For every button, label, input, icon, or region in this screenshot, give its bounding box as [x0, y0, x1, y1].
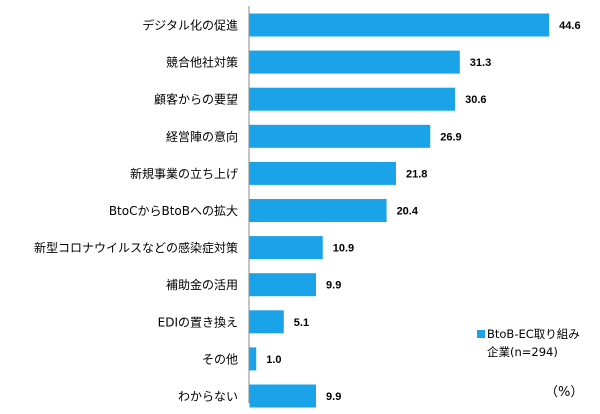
category-label: BtoCからBtoBへの拡大 — [109, 204, 238, 218]
value-label: 44.6 — [559, 20, 580, 32]
category-label: 顧客からの要望 — [154, 92, 238, 107]
bar — [249, 199, 387, 222]
category-label: EDIの置き換え — [158, 315, 238, 329]
bar — [249, 310, 284, 334]
bar — [249, 161, 396, 185]
value-label: 30.6 — [465, 94, 486, 106]
value-label: 5.1 — [294, 317, 309, 329]
value-label: 9.9 — [326, 280, 341, 292]
category-label: わからない — [178, 390, 238, 404]
unit-label: （%） — [545, 385, 583, 400]
bar — [249, 384, 317, 408]
category-label: 新型コロナウイルスなどの感染症対策 — [34, 240, 238, 255]
category-label: 経営陣の意向 — [166, 129, 238, 144]
legend-label-line-1: BtoB-EC取り組み — [487, 327, 580, 341]
legend-label-line-2: 企業(n=294) — [487, 345, 558, 359]
bar — [249, 347, 257, 371]
bar — [249, 87, 456, 111]
value-label: 10.9 — [333, 243, 354, 255]
category-label: 新規事業の立ち上げ — [130, 166, 238, 181]
value-label: 26.9 — [440, 131, 461, 143]
labels-layer: デジタル化の促進 44.6 競合他社対策 31.3 顧客からの要望 30.6 経営陣の意向 2… — [34, 18, 581, 404]
value-label: 1.0 — [266, 354, 281, 366]
value-label: 31.3 — [470, 57, 491, 69]
category-label: 補助金の活用 — [166, 277, 238, 292]
bars-layer — [249, 13, 550, 408]
value-label: 21.8 — [406, 168, 427, 180]
category-label: その他 — [202, 352, 238, 366]
bar — [249, 13, 550, 37]
bar — [249, 124, 431, 148]
bar — [249, 50, 460, 74]
legend: BtoB-EC取り組み 企業(n=294) — [477, 327, 580, 359]
value-label: 20.4 — [397, 206, 419, 218]
legend-swatch — [477, 330, 485, 338]
value-label: 9.9 — [326, 391, 341, 403]
category-label: デジタル化の促進 — [142, 18, 238, 33]
bar — [249, 236, 323, 260]
category-label: 競合他社対策 — [166, 55, 238, 70]
bar — [249, 273, 317, 297]
